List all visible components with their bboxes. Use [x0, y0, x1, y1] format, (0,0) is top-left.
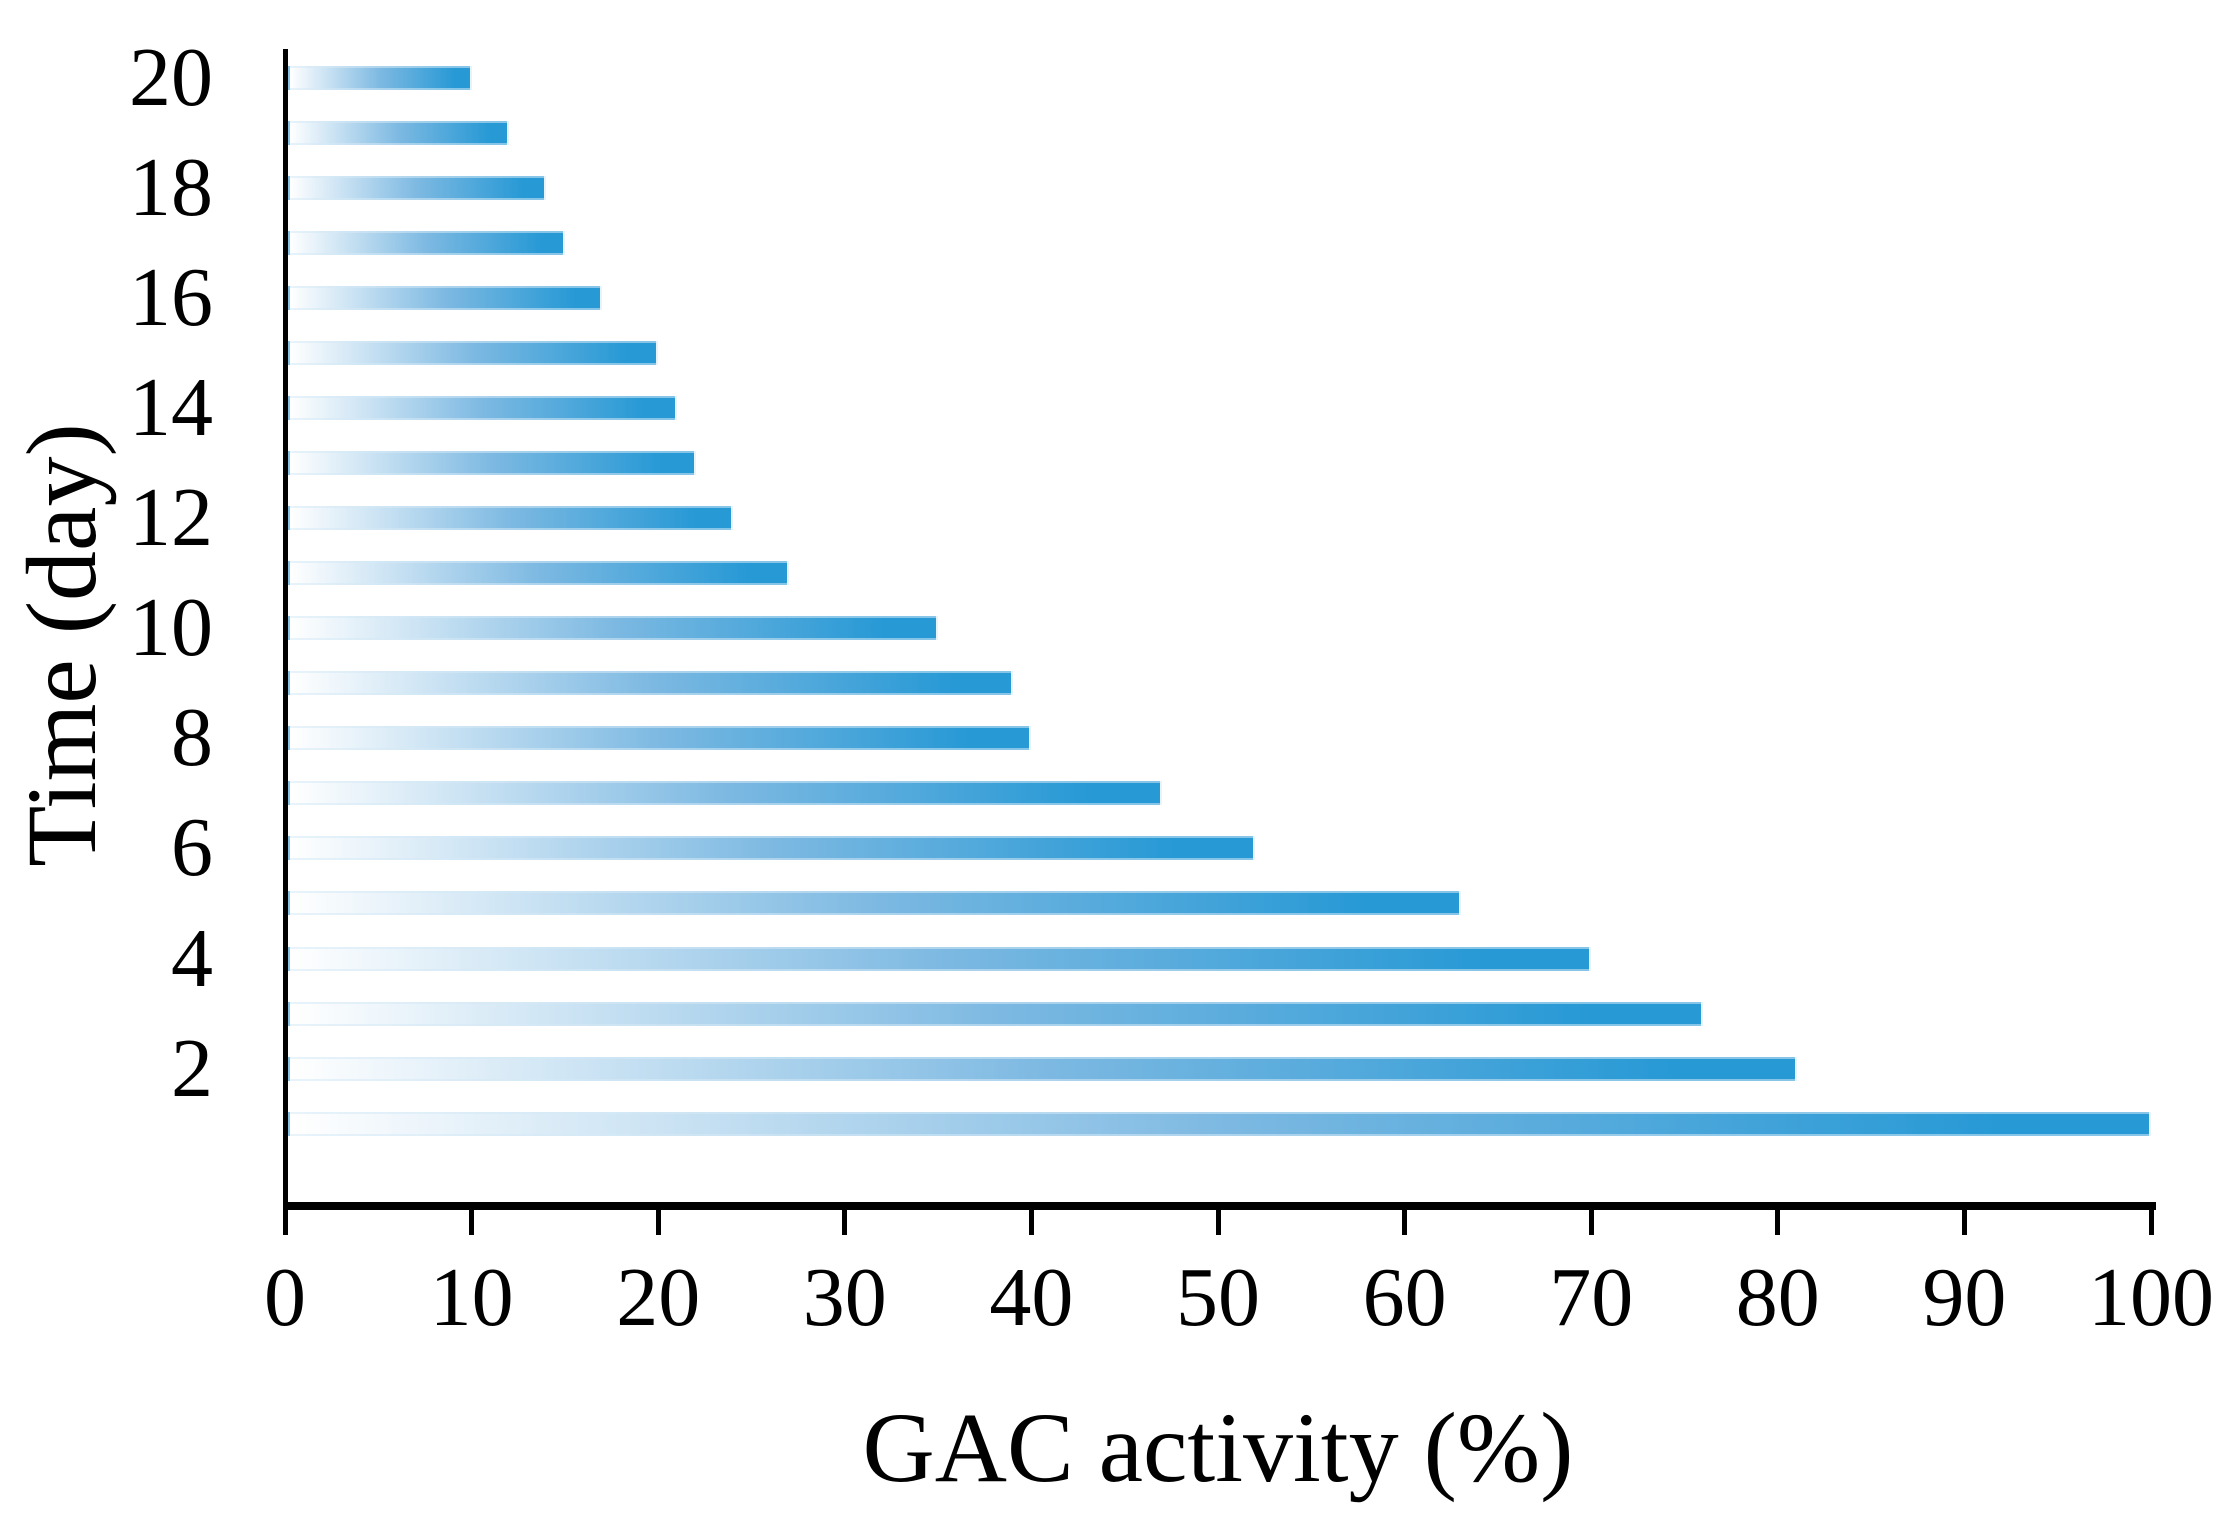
bar-day-14 — [288, 395, 677, 420]
y-tick-label-18: 18 — [129, 140, 213, 234]
y-axis-line — [283, 49, 288, 1206]
bar-day-11 — [288, 561, 789, 586]
x-tick-80 — [1775, 1210, 1781, 1235]
x-tick-label-90: 90 — [1922, 1251, 2007, 1344]
y-tick-label-2: 2 — [171, 1021, 213, 1115]
x-tick-100 — [2148, 1210, 2154, 1235]
x-tick-70 — [1588, 1210, 1594, 1235]
x-tick-30 — [842, 1210, 848, 1235]
bar-day-10 — [288, 616, 939, 641]
bar-day-7 — [288, 781, 1162, 806]
y-tick-label-10: 10 — [129, 581, 213, 675]
x-tick-50 — [1215, 1210, 1221, 1235]
x-axis-title: GAC activity (%) — [862, 1392, 1574, 1503]
x-tick-label-60: 60 — [1362, 1251, 1447, 1344]
bar-day-18 — [288, 175, 547, 200]
x-tick-label-0: 0 — [264, 1251, 306, 1344]
x-tick-40 — [1028, 1210, 1034, 1235]
x-axis-line — [283, 1202, 2156, 1210]
x-tick-0 — [282, 1210, 288, 1235]
y-tick-label-16: 16 — [129, 250, 213, 344]
y-axis-title: Time (day) — [6, 423, 117, 867]
x-tick-60 — [1402, 1210, 1408, 1235]
y-tick-label-8: 8 — [171, 691, 213, 785]
y-tick-label-4: 4 — [171, 911, 213, 1005]
bar-day-8 — [288, 726, 1032, 751]
y-tick-label-12: 12 — [129, 471, 213, 564]
x-tick-label-80: 80 — [1735, 1251, 1820, 1344]
bar-day-4 — [288, 946, 1592, 971]
bar-day-19 — [288, 120, 509, 145]
x-tick-label-10: 10 — [429, 1251, 514, 1344]
x-tick-label-100: 100 — [2088, 1251, 2214, 1344]
x-tick-90 — [1961, 1210, 1967, 1235]
x-tick-20 — [655, 1210, 661, 1235]
bar-day-5 — [288, 891, 1461, 916]
y-tick-label-14: 14 — [129, 360, 213, 454]
x-tick-10 — [469, 1210, 475, 1235]
bar-day-13 — [288, 451, 696, 475]
y-tick-label-6: 6 — [171, 801, 213, 895]
bar-day-20 — [288, 65, 472, 90]
x-tick-label-50: 50 — [1176, 1251, 1260, 1344]
bar-day-9 — [288, 671, 1013, 696]
x-tick-label-40: 40 — [989, 1251, 1074, 1344]
x-tick-label-20: 20 — [616, 1251, 701, 1344]
x-tick-label-30: 30 — [802, 1251, 887, 1344]
bar-day-12 — [288, 506, 733, 530]
y-tick-label-20: 20 — [129, 30, 213, 124]
bar-day-6 — [288, 836, 1256, 861]
x-tick-label-70: 70 — [1549, 1251, 1634, 1344]
bar-day-3 — [288, 1001, 1704, 1026]
bar-day-2 — [288, 1056, 1797, 1081]
bar-day-16 — [288, 285, 603, 310]
bar-day-1 — [288, 1111, 2151, 1136]
bar-day-17 — [288, 230, 565, 255]
bar-day-15 — [288, 340, 659, 365]
